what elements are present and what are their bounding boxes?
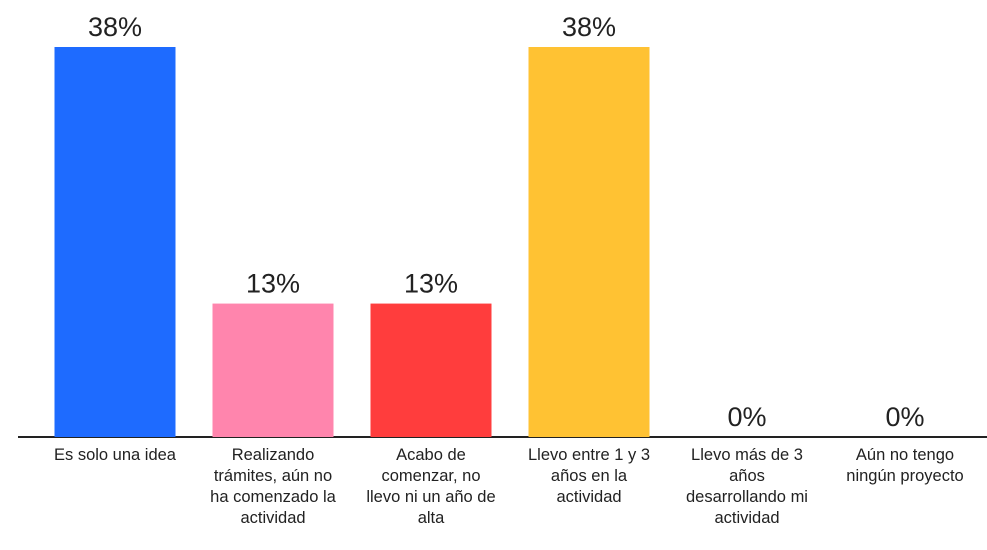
value-label: 13% [246, 269, 300, 299]
value-label: 38% [562, 12, 616, 42]
value-label: 13% [404, 269, 458, 299]
bar [212, 303, 334, 437]
value-label: 38% [88, 12, 142, 42]
value-label: 0% [727, 402, 766, 432]
category-label: Llevo entre 1 y 3 años en la actividad [528, 446, 650, 506]
category-label: Llevo más de 3 años desarrollando mi activi… [686, 446, 808, 527]
bar [54, 47, 176, 437]
category-label: Acabo de comenzar, no llevo ni un año de al… [366, 446, 495, 527]
category-label: Realizando trámites, aún no ha comenzado l… [210, 446, 336, 527]
category-label: Es solo una idea [54, 446, 177, 464]
bar [370, 303, 492, 437]
value-label: 0% [885, 402, 924, 432]
bar [528, 47, 650, 437]
category-label: Aún no tengo ningún proyecto [846, 446, 963, 485]
